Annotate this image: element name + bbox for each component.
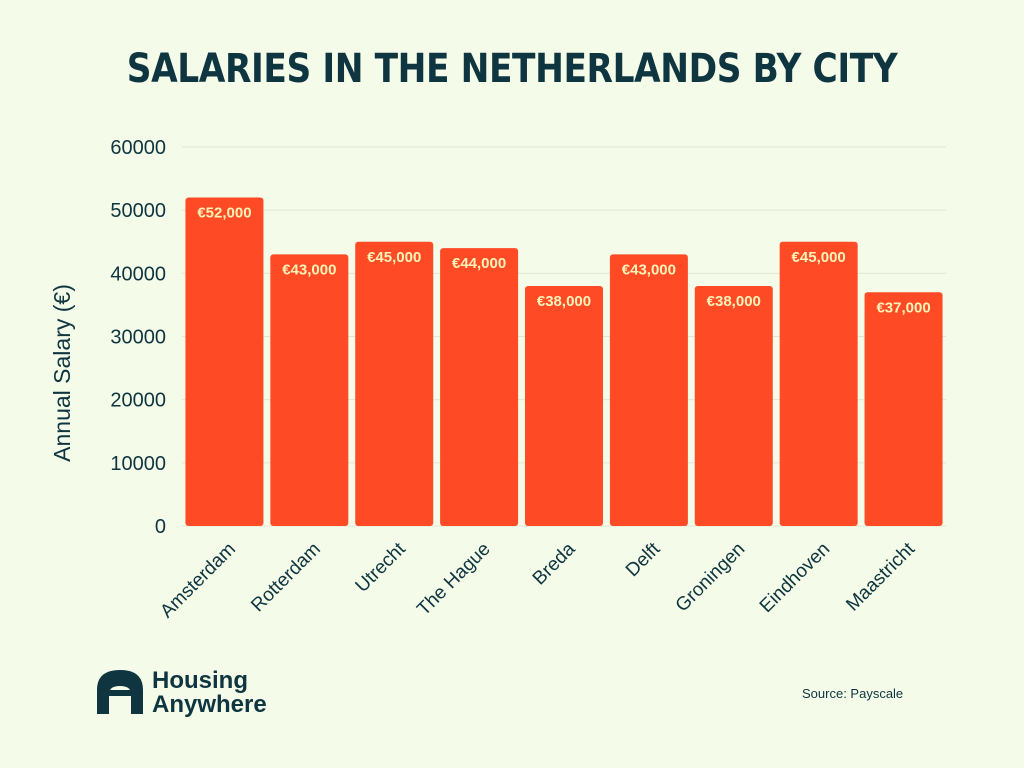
- source-note: Source: Payscale: [802, 686, 904, 701]
- data-label: €52,000: [197, 205, 251, 222]
- bar: [525, 285, 603, 526]
- x-tick-label: Rotterdam: [247, 539, 325, 617]
- x-tick-label: Amsterdam: [156, 539, 240, 623]
- y-tick-label: 0: [155, 516, 166, 538]
- bar: [270, 254, 349, 526]
- data-label: €44,000: [452, 255, 506, 272]
- data-label: €45,000: [367, 249, 421, 266]
- x-tick-label: Utrecht: [352, 538, 411, 597]
- brand-name: Housing Anywhere: [152, 669, 267, 717]
- bar: [864, 292, 943, 526]
- bar: [779, 241, 858, 526]
- bar: [355, 241, 434, 526]
- bar: [694, 285, 773, 526]
- brand-line-1: Housing: [152, 667, 248, 694]
- data-label: €37,000: [876, 299, 930, 316]
- brand-line-2: Anywhere: [152, 691, 267, 718]
- y-tick-label: 30000: [110, 327, 166, 349]
- data-label: €43,000: [282, 261, 336, 278]
- y-tick-label: 10000: [110, 453, 166, 475]
- house-arch-icon: [97, 670, 143, 714]
- bar: [609, 254, 688, 526]
- bar: [440, 248, 519, 527]
- bar: [185, 197, 264, 527]
- x-tick-label: Eindhoven: [756, 539, 834, 617]
- x-tick-label: Maastricht: [842, 538, 919, 615]
- y-tick-label: 20000: [110, 390, 166, 412]
- x-tick-label: Breda: [529, 538, 580, 589]
- data-label: €45,000: [792, 249, 846, 266]
- x-tick-label: The Hague: [413, 539, 494, 620]
- x-tick-label: Groningen: [672, 539, 750, 617]
- data-label: €43,000: [622, 261, 676, 278]
- x-tick-label: Delft: [622, 538, 665, 581]
- y-tick-label: 40000: [110, 263, 166, 285]
- y-axis-label: Annual Salary (€): [49, 284, 75, 462]
- y-tick-label: 60000: [110, 137, 166, 159]
- chart-title: SALARIES IN THE NETHERLANDS BY CITY: [126, 46, 898, 92]
- data-label: €38,000: [707, 293, 761, 310]
- y-tick-label: 50000: [110, 200, 166, 222]
- data-label: €38,000: [537, 293, 591, 310]
